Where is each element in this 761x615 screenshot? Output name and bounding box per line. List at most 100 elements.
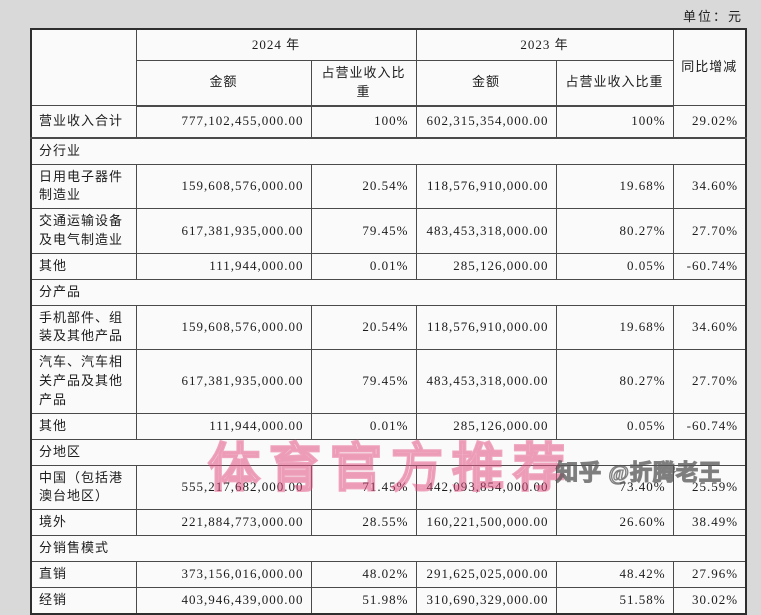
- amount-2023: 442,093,854,000.00: [415, 464, 557, 511]
- yoy-value: 34.60%: [672, 163, 747, 210]
- report-page: 单位：元 2024 年 2023 年 同比增减 金额 占营业收入比重 金额 占营…: [30, 9, 748, 615]
- share-2024: 79.45%: [310, 208, 417, 254]
- header-amount-2024: 金额: [135, 59, 312, 107]
- row-label: 境外: [30, 509, 137, 537]
- share-2023: 73.40%: [555, 464, 674, 511]
- table-row: 日用电子器件制造业 159,608,576,000.00 20.54% 118,576…: [30, 163, 747, 210]
- table-row: 中国（包括港澳台地区） 555,217,682,000.00 71.45% 442,0…: [30, 464, 747, 511]
- table-header: 2024 年 2023 年 同比增减 金额 占营业收入比重 金额 占营业收入比重: [30, 28, 747, 107]
- yoy-value: 29.02%: [672, 105, 747, 139]
- yoy-value: 34.60%: [672, 304, 747, 351]
- section-label: 分地区: [30, 438, 747, 466]
- header-share-2024: 占营业收入比重: [310, 59, 417, 107]
- amount-2023: 483,453,318,000.00: [415, 349, 557, 414]
- unit-label: 单位：元: [682, 9, 743, 24]
- yoy-value: 27.96%: [672, 560, 747, 588]
- share-2023: 80.27%: [555, 349, 674, 414]
- amount-2023: 483,453,318,000.00: [415, 208, 557, 254]
- share-2023: 26.60%: [555, 509, 674, 537]
- share-2024: 100%: [310, 105, 417, 139]
- table-row: 其他 111,944,000.00 0.01% 285,126,000.00 0.05%…: [30, 252, 747, 280]
- share-2023: 100%: [555, 105, 674, 139]
- header-share-2023: 占营业收入比重: [555, 59, 674, 107]
- row-label: 直销: [30, 560, 137, 588]
- amount-2023: 160,221,500,000.00: [415, 509, 557, 537]
- yoy-value: 38.49%: [672, 509, 747, 537]
- revenue-table: 2024 年 2023 年 同比增减 金额 占营业收入比重 金额 占营业收入比重…: [30, 28, 748, 615]
- section-row: 分销售模式: [30, 535, 747, 562]
- table-row: 经销 403,946,439,000.00 51.98% 310,690,329,00…: [30, 586, 747, 615]
- share-2023: 0.05%: [555, 252, 674, 280]
- row-label: 汽车、汽车相关产品及其他产品: [30, 349, 137, 414]
- yoy-value: 25.59%: [672, 464, 747, 511]
- share-2023: 80.27%: [555, 208, 674, 254]
- table-row: 营业收入合计 777,102,455,000.00 100% 602,315,354,…: [30, 105, 747, 139]
- header-row-years: 2024 年 2023 年 同比增减: [30, 28, 747, 107]
- table-row: 直销 373,156,016,000.00 48.02% 291,625,025,00…: [30, 560, 747, 588]
- corner-cell: [30, 28, 137, 107]
- amount-2023: 602,315,354,000.00: [415, 105, 557, 139]
- share-2023: 0.05%: [555, 412, 674, 440]
- amount-2024: 617,381,935,000.00: [135, 349, 312, 414]
- amount-2024: 617,381,935,000.00: [135, 208, 312, 254]
- yoy-value: -60.74%: [672, 252, 747, 280]
- row-label: 交通运输设备及电气制造业: [30, 208, 137, 254]
- yoy-value: 27.70%: [672, 349, 747, 414]
- amount-2023: 285,126,000.00: [415, 252, 557, 280]
- amount-2023: 118,576,910,000.00: [415, 163, 557, 210]
- amount-2023: 118,576,910,000.00: [415, 304, 557, 351]
- share-2024: 0.01%: [310, 252, 417, 280]
- header-2024: 2024 年: [135, 28, 417, 61]
- share-2024: 20.54%: [310, 304, 417, 351]
- share-2023: 48.42%: [555, 560, 674, 588]
- header-amount-2023: 金额: [415, 59, 557, 107]
- amount-2023: 285,126,000.00: [415, 412, 557, 440]
- row-label: 手机部件、组装及其他产品: [30, 304, 137, 351]
- yoy-value: -60.74%: [672, 412, 747, 440]
- share-2024: 20.54%: [310, 163, 417, 210]
- table-row: 交通运输设备及电气制造业 617,381,935,000.00 79.45% 483,…: [30, 208, 747, 254]
- section-row: 分行业: [30, 137, 747, 165]
- amount-2024: 555,217,682,000.00: [135, 464, 312, 511]
- share-2024: 28.55%: [310, 509, 417, 537]
- amount-2023: 291,625,025,000.00: [415, 560, 557, 588]
- amount-2024: 403,946,439,000.00: [135, 586, 312, 615]
- share-2024: 51.98%: [310, 586, 417, 615]
- table-row: 境外 221,884,773,000.00 28.55% 160,221,500,00…: [30, 509, 747, 537]
- share-2024: 71.45%: [310, 464, 417, 511]
- yoy-value: 30.02%: [672, 586, 747, 615]
- amount-2024: 159,608,576,000.00: [135, 304, 312, 351]
- table-body: 营业收入合计 777,102,455,000.00 100% 602,315,354,…: [30, 105, 747, 615]
- header-2023: 2023 年: [415, 28, 674, 61]
- row-label: 日用电子器件制造业: [30, 163, 137, 210]
- amount-2023: 310,690,329,000.00: [415, 586, 557, 615]
- row-label: 营业收入合计: [30, 105, 137, 139]
- section-row: 分地区: [30, 438, 747, 466]
- share-2023: 19.68%: [555, 304, 674, 351]
- header-yoy: 同比增减: [672, 28, 747, 107]
- amount-2024: 373,156,016,000.00: [135, 560, 312, 588]
- row-label: 其他: [30, 252, 137, 280]
- table-row: 其他 111,944,000.00 0.01% 285,126,000.00 0.05%…: [30, 412, 747, 440]
- section-label: 分行业: [30, 137, 747, 165]
- share-2023: 51.58%: [555, 586, 674, 615]
- amount-2024: 159,608,576,000.00: [135, 163, 312, 210]
- table-row: 手机部件、组装及其他产品 159,608,576,000.00 20.54% 118,…: [30, 304, 747, 351]
- yoy-value: 27.70%: [672, 208, 747, 254]
- section-label: 分产品: [30, 278, 747, 306]
- share-2024: 0.01%: [310, 412, 417, 440]
- share-2024: 79.45%: [310, 349, 417, 414]
- amount-2024: 221,884,773,000.00: [135, 509, 312, 537]
- section-row: 分产品: [30, 278, 747, 306]
- row-label: 中国（包括港澳台地区）: [30, 464, 137, 511]
- row-label: 其他: [30, 412, 137, 440]
- amount-2024: 111,944,000.00: [135, 252, 312, 280]
- section-label: 分销售模式: [30, 535, 747, 562]
- header-row-measures: 金额 占营业收入比重 金额 占营业收入比重: [31, 59, 746, 107]
- amount-2024: 777,102,455,000.00: [135, 105, 312, 139]
- table-row: 汽车、汽车相关产品及其他产品 617,381,935,000.00 79.45% 48…: [30, 349, 747, 414]
- share-2024: 48.02%: [310, 560, 417, 588]
- amount-2024: 111,944,000.00: [135, 412, 312, 440]
- row-label: 经销: [30, 586, 137, 615]
- share-2023: 19.68%: [555, 163, 674, 210]
